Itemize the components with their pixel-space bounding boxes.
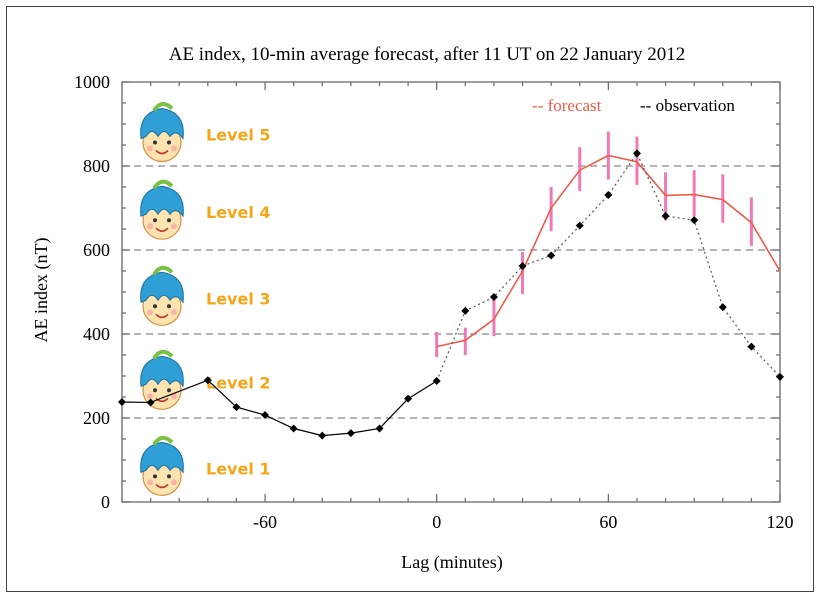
mascot-leaf [152,102,174,112]
observation-line-future [436,152,781,382]
mascot-cheek [171,145,177,152]
plot-area: -60 0 60 120 0 200 400 600 800 1000 Level 5 Level 4… [74,72,794,532]
y-tick-label: 400 [83,324,110,344]
observation-point [518,261,527,270]
level-label: Level 5 [206,126,271,145]
mascot-eye [153,474,157,479]
x-tick-label: 120 [767,512,794,532]
mascot-leaf [152,435,174,446]
observation-point [346,429,355,438]
y-axis-label: AE index (nT) [31,238,52,343]
observation-point [776,372,784,381]
level-mascot-icon [140,349,184,410]
chart-title: AE index, 10-min average forecast, after… [169,44,686,65]
level-mascot-icon [140,265,184,326]
level-mascot-icon [140,179,184,240]
mascot-cheek [147,309,153,316]
observation-point [575,221,584,230]
mascot-eye [167,140,171,145]
observation-point [261,411,270,420]
observation-point [547,251,556,260]
mascot-eye [167,474,171,479]
level-mascot-icon [140,102,184,163]
x-tick-label: 60 [599,512,617,532]
mascot-cheek [171,393,177,400]
forecast-line [436,154,781,348]
mascot-eye [153,218,157,223]
observation-point [489,293,498,302]
mascot-hair [140,185,184,218]
y-tick-label: 1000 [74,72,110,92]
observation-point [404,394,413,403]
mascot-hair [140,271,184,304]
mascot-hair [140,441,184,474]
mascot-mouth [155,313,169,319]
observation-point [289,424,298,433]
observation-point [604,190,613,199]
mascot-hair [140,355,184,388]
observation-point [432,377,441,386]
observation-point [690,216,699,225]
observation-point [461,306,470,315]
mascot-cheek [147,145,153,152]
mascot-eye [153,140,157,145]
mascot-eye [167,218,171,223]
mascot-mouth [155,483,169,489]
observation-point [203,376,212,385]
observation-point [146,398,155,407]
mascot-cheek [171,309,177,316]
mascot-cheek [147,223,153,230]
mascot-eye [167,388,171,393]
mascot-leaf [152,349,174,360]
observation-point [718,303,727,312]
legend-forecast: -- forecast [532,96,602,115]
mascot-cheek [171,479,177,486]
mascot-mouth [155,149,169,155]
observation-point [632,149,641,158]
level-label: Level 4 [206,203,271,222]
legend-observation: -- observation [640,96,735,115]
observation-point [661,211,670,220]
observation-point [747,342,756,351]
y-tick-label: 200 [83,408,110,428]
y-tick-label: 600 [83,240,110,260]
mascot-leaf [152,265,174,276]
y-tick-label: 800 [83,156,110,176]
mascot-eye [153,388,157,393]
mascot-leaf [152,179,174,190]
mascot-hair [140,107,184,140]
mascot-eye [167,304,171,309]
mascot-mouth [155,397,169,403]
x-axis-label: Lag (minutes) [401,552,502,573]
level-label: Level 1 [206,459,271,478]
observation-point [118,398,126,407]
mascot-mouth [155,227,169,232]
mascot-cheek [147,479,153,486]
x-tick-label: 0 [432,512,441,532]
level-mascot-icon [140,435,184,496]
observation-point [318,431,327,440]
level-label: Level 3 [206,289,271,308]
mascot-eye [153,304,157,309]
y-tick-label: 0 [101,492,110,512]
mascot-cheek [147,393,153,400]
observation-point [232,403,241,412]
x-tick-label: -60 [253,512,277,532]
observation-point [375,424,384,433]
level-label: Level 2 [206,373,271,392]
mascot-cheek [171,223,177,230]
